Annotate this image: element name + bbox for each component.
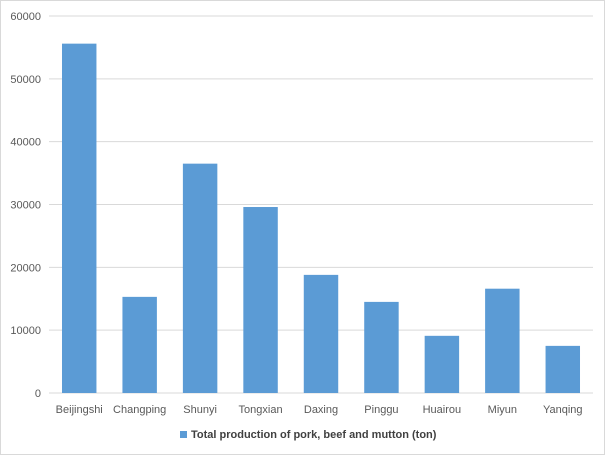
x-tick-label: Beijingshi — [56, 404, 103, 416]
bar-beijingshi — [61, 43, 97, 393]
y-tick-label: 10000 — [10, 325, 41, 337]
bar-tongxian — [243, 207, 278, 393]
bar-huairou — [424, 335, 460, 393]
bar-changping — [122, 296, 157, 393]
y-tick-label: 60000 — [10, 11, 41, 23]
bar-yanqing — [545, 345, 581, 393]
bar-daxing — [303, 274, 339, 393]
legend: Total production of pork, beef and mutto… — [180, 429, 437, 441]
y-tick-label: 30000 — [10, 200, 41, 212]
x-axis-ticks: Beijingshi Changping Shunyi Tongxian Daxing P… — [56, 404, 583, 416]
x-tick-label: Miyun — [488, 404, 517, 416]
legend-swatch — [180, 431, 187, 438]
x-tick-label: Yanqing — [543, 404, 583, 416]
y-tick-label: 40000 — [10, 137, 41, 149]
bar-shunyi — [182, 163, 218, 393]
legend-label: Total production of pork, beef and mutto… — [191, 429, 437, 441]
y-tick-label: 0 — [35, 388, 41, 400]
y-axis-ticks: 0 10000 20000 30000 40000 50000 60000 — [10, 11, 41, 400]
x-tick-label: Daxing — [304, 404, 338, 416]
x-tick-label: Tongxian — [239, 404, 283, 416]
y-tick-label: 20000 — [10, 262, 41, 274]
x-tick-label: Pinggu — [364, 404, 398, 416]
x-tick-label: Changping — [113, 404, 166, 416]
x-tick-label: Huairou — [423, 404, 462, 416]
bars — [61, 43, 581, 393]
x-tick-label: Shunyi — [183, 404, 217, 416]
bar-pinggu — [364, 301, 399, 393]
bar-miyun — [485, 288, 520, 393]
y-tick-label: 50000 — [10, 74, 41, 86]
